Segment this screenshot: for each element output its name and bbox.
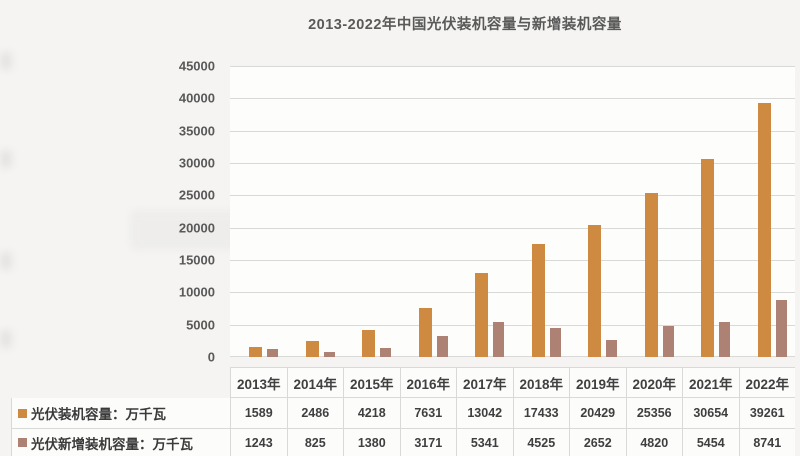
watermark [0, 150, 12, 168]
table-header-year: 2020年 [625, 368, 683, 397]
table-row-installed-capacity: 光伏装机容量：万千瓦 1589 2486 4218 7631 13042 17433 204… [11, 398, 795, 429]
gridline [230, 356, 795, 357]
bar-new-capacity [380, 348, 391, 357]
table-cell-value: 825 [286, 429, 344, 456]
bar-installed-capacity [758, 103, 771, 357]
bar-installed-capacity [645, 193, 658, 357]
bar-installed-capacity [419, 308, 432, 357]
bar-new-capacity [606, 340, 617, 357]
y-axis-tick-label: 30000 [178, 155, 215, 171]
table-header-year: 2021年 [682, 368, 739, 397]
table-header-year: 2016年 [399, 368, 457, 397]
legend-label-installed: 光伏装机容量：万千瓦 [31, 407, 166, 422]
table-header-year: 2014年 [286, 368, 344, 397]
table-cell-value: 8741 [738, 429, 796, 456]
legend-label-new: 光伏新增装机容量：万千瓦 [31, 436, 193, 452]
legend-item-installed-capacity: 光伏装机容量：万千瓦 [11, 398, 230, 428]
table-cell-value: 3171 [399, 429, 457, 456]
gridline [230, 98, 795, 100]
bar-new-capacity [437, 336, 448, 357]
table-cell-value: 1380 [343, 429, 400, 456]
legend-swatch-installed-icon [18, 408, 27, 418]
table-header-year: 2022年 [738, 368, 796, 397]
bar-new-capacity [493, 322, 504, 357]
table-cell-value: 20429 [569, 398, 626, 428]
legend-item-new-capacity: 光伏新增装机容量：万千瓦 [11, 429, 230, 456]
bar-installed-capacity [249, 347, 262, 357]
bar-installed-capacity [532, 244, 545, 357]
table-header-year: 2017年 [456, 368, 513, 397]
y-axis-tick-label: 45000 [178, 58, 215, 74]
table-cell-value: 5341 [456, 429, 513, 456]
bar-new-capacity [719, 322, 730, 357]
y-axis-tick-label: 40000 [178, 90, 215, 106]
gridline [230, 227, 795, 229]
gridline [230, 163, 795, 164]
watermark [0, 330, 12, 348]
bar-installed-capacity [588, 225, 601, 357]
table-header-year: 2013年 [230, 368, 287, 397]
watermark [0, 252, 12, 270]
bar-new-capacity [550, 328, 561, 357]
gridline [230, 324, 795, 326]
gridline [230, 292, 795, 294]
bar-installed-capacity [475, 273, 488, 357]
plot-area: 0 5000 10000 15000 20000 25000 30000 35000 40000… [179, 59, 795, 365]
table-cell-value: 7631 [399, 398, 457, 428]
bar-installed-capacity [701, 159, 714, 357]
gridline [230, 66, 795, 67]
chart-title: 2013-2022年中国光伏装机容量与新增装机容量 [308, 17, 622, 33]
y-axis-tick-label: 5000 [186, 317, 215, 333]
table-header-row: 2013年 2014年 2015年 2016年 2017年 2018年 2019年 2020年… [230, 367, 795, 398]
bar-installed-capacity [362, 330, 375, 357]
bar-new-capacity [267, 349, 278, 357]
bar-installed-capacity [306, 341, 319, 357]
gridline [230, 195, 795, 197]
y-axis-tick-label: 15000 [178, 252, 215, 268]
bar-new-capacity [324, 352, 335, 357]
table-cell-value: 4525 [512, 429, 570, 456]
table-cell-value: 1589 [230, 398, 287, 428]
table-cell-value: 5454 [682, 429, 739, 456]
watermark [0, 52, 12, 70]
table-row-new-capacity: 光伏新增装机容量：万千瓦 1243 825 1380 3171 5341 4525 2652… [11, 429, 795, 456]
y-axis-tick-label: 10000 [178, 284, 215, 300]
table-cell-value: 25356 [625, 398, 683, 428]
y-axis-tick-label: 25000 [178, 187, 215, 203]
gridline [230, 130, 795, 132]
bar-new-capacity [663, 326, 674, 357]
table-header-year: 2018年 [512, 368, 570, 397]
table-cell-value: 2652 [569, 429, 626, 456]
table-cell-value: 17433 [512, 398, 570, 428]
bar-new-capacity [776, 300, 787, 357]
y-axis-tick-label: 35000 [178, 123, 215, 139]
y-axis-tick-label: 0 [207, 349, 215, 365]
table-cell-value: 1243 [230, 429, 287, 456]
table-cell-value: 4218 [343, 398, 400, 428]
y-axis-tick-label: 20000 [178, 220, 215, 236]
table-header-year: 2015年 [343, 368, 400, 397]
legend-swatch-new-icon [18, 438, 27, 447]
table-cell-value: 39261 [738, 398, 796, 428]
table-cell-value: 4820 [625, 429, 683, 456]
table-cell-value: 2486 [286, 398, 344, 428]
table-cell-value: 30654 [682, 398, 739, 428]
table-header-year: 2019年 [569, 368, 626, 397]
table-cell-value: 13042 [456, 398, 513, 428]
gridline [230, 260, 795, 261]
